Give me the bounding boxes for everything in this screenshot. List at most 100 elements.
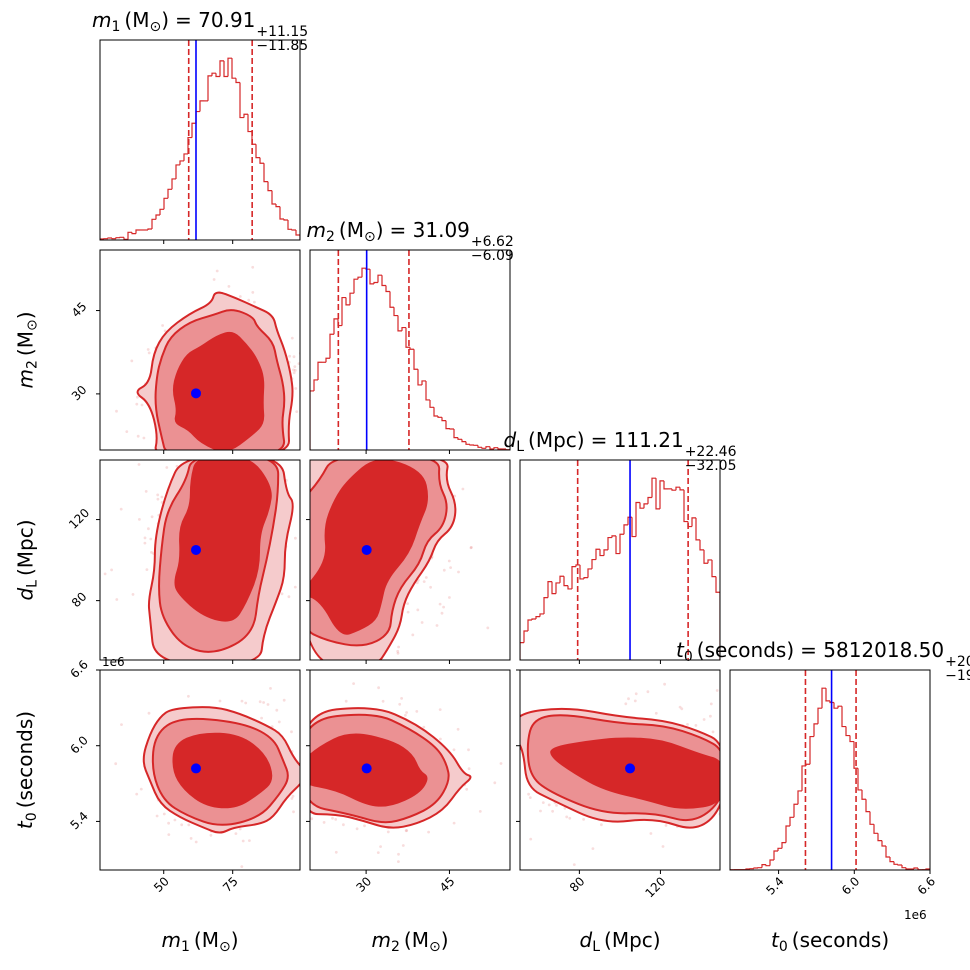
scatter-sample: [381, 454, 384, 457]
hist-bin: [477, 445, 482, 448]
hist-bin: [485, 446, 490, 449]
hist-bin: [575, 564, 580, 567]
scatter-sample: [382, 694, 385, 697]
hist-bin: [527, 619, 532, 631]
scatter-sample: [238, 295, 242, 298]
hist-bin: [207, 75, 212, 101]
hist-bin: [397, 315, 402, 332]
scatter-sample: [167, 833, 171, 836]
scatter-sample: [724, 731, 727, 734]
scatter-sample: [172, 452, 175, 455]
scatter-sample: [258, 700, 262, 704]
scatter-sample: [287, 595, 291, 599]
hist-bin: [857, 768, 862, 791]
scatter-sample: [709, 714, 712, 718]
hist-bin: [493, 447, 498, 449]
unit-suffix: ): [13, 311, 38, 320]
hist-bin: [773, 850, 778, 860]
hist-bin: [357, 276, 362, 280]
scatter-sample: [401, 844, 405, 847]
scatter-sample: [295, 410, 299, 413]
scatter-sample: [330, 457, 333, 460]
panel-frame: [309, 249, 511, 451]
hist-bin: [421, 380, 426, 385]
scatter-sample: [368, 682, 371, 685]
scatter-sample: [277, 720, 281, 724]
y-tick-label: 80: [69, 589, 90, 610]
symbol: t: [13, 821, 38, 830]
symbol: d: [503, 428, 517, 452]
scatter-sample: [398, 702, 402, 706]
hist-bin: [381, 275, 386, 287]
hist-bin: [417, 369, 422, 386]
unit: (M: [193, 928, 219, 952]
scatter-sample: [427, 830, 430, 834]
hist-bin: [243, 113, 248, 118]
hist-bin: [703, 549, 708, 564]
scatter-sample: [375, 428, 378, 431]
hist-bin: [429, 399, 434, 408]
scatter-sample: [426, 414, 429, 417]
hist-bin: [623, 524, 628, 535]
subscript: 1: [180, 939, 190, 955]
scatter-sample: [190, 453, 193, 456]
scatter-sample: [624, 702, 628, 706]
scatter-sample: [290, 797, 294, 800]
hist-bin: [219, 60, 224, 77]
hist-bin: [861, 789, 866, 800]
scatter-sample: [304, 599, 307, 602]
hist-bin: [619, 533, 624, 554]
unit: (seconds): [791, 928, 890, 952]
scatter-sample: [260, 716, 263, 720]
hist-bin: [465, 441, 470, 445]
hist-bin: [151, 218, 156, 229]
hist-bin: [825, 688, 830, 702]
hist-bin: [215, 73, 220, 78]
scatter-sample: [238, 827, 242, 831]
hist-bin: [425, 380, 430, 401]
scatter-sample: [136, 395, 139, 399]
hist-bin: [131, 232, 136, 235]
scatter-sample: [266, 703, 270, 706]
scatter-sample: [381, 699, 385, 703]
hist-bin: [695, 517, 700, 541]
scatter-sample: [296, 509, 299, 512]
hist-bin: [263, 163, 268, 183]
scatter-sample: [301, 427, 304, 430]
scatter-sample: [147, 351, 151, 355]
scatter-sample: [449, 566, 452, 569]
hist-bin: [635, 501, 640, 537]
x-tick-label: 80: [567, 874, 588, 895]
scatter-sample: [745, 768, 748, 771]
scatter-sample: [634, 692, 638, 696]
scatter-sample: [457, 570, 460, 574]
scatter-sample: [307, 779, 310, 782]
scatter-sample: [654, 711, 658, 715]
contour-panel: [296, 414, 490, 697]
scatter-sample: [422, 725, 426, 729]
unit-subscript: ⊙: [149, 19, 162, 35]
scatter-sample: [150, 515, 154, 519]
scatter-sample: [292, 371, 296, 375]
scatter-sample: [582, 818, 585, 821]
hist-bin: [267, 181, 272, 192]
hist-bin: [437, 415, 442, 418]
x-axis-label: m2 (M⊙): [372, 930, 449, 954]
scatter-sample: [187, 694, 190, 698]
hist-bin: [520, 642, 524, 660]
unit-suffix: ): [161, 8, 170, 32]
scatter-sample: [306, 640, 309, 643]
hist-bin: [163, 197, 168, 210]
title-value: = 70.91: [175, 8, 256, 32]
x-tick-label: 6.6: [915, 874, 938, 897]
hist-bin: [651, 477, 656, 498]
hist-bin: [497, 447, 502, 450]
scatter-sample: [305, 768, 308, 771]
scatter-sample: [303, 588, 306, 591]
scatter-sample: [414, 431, 417, 434]
scatter-sample: [142, 453, 145, 456]
hist-bin: [683, 489, 688, 523]
scatter-sample: [429, 585, 432, 589]
hist-bin: [539, 613, 544, 617]
symbol: m: [92, 8, 112, 32]
